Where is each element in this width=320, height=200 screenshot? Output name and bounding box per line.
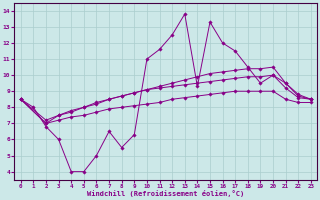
X-axis label: Windchill (Refroidissement éolien,°C): Windchill (Refroidissement éolien,°C)	[87, 190, 244, 197]
